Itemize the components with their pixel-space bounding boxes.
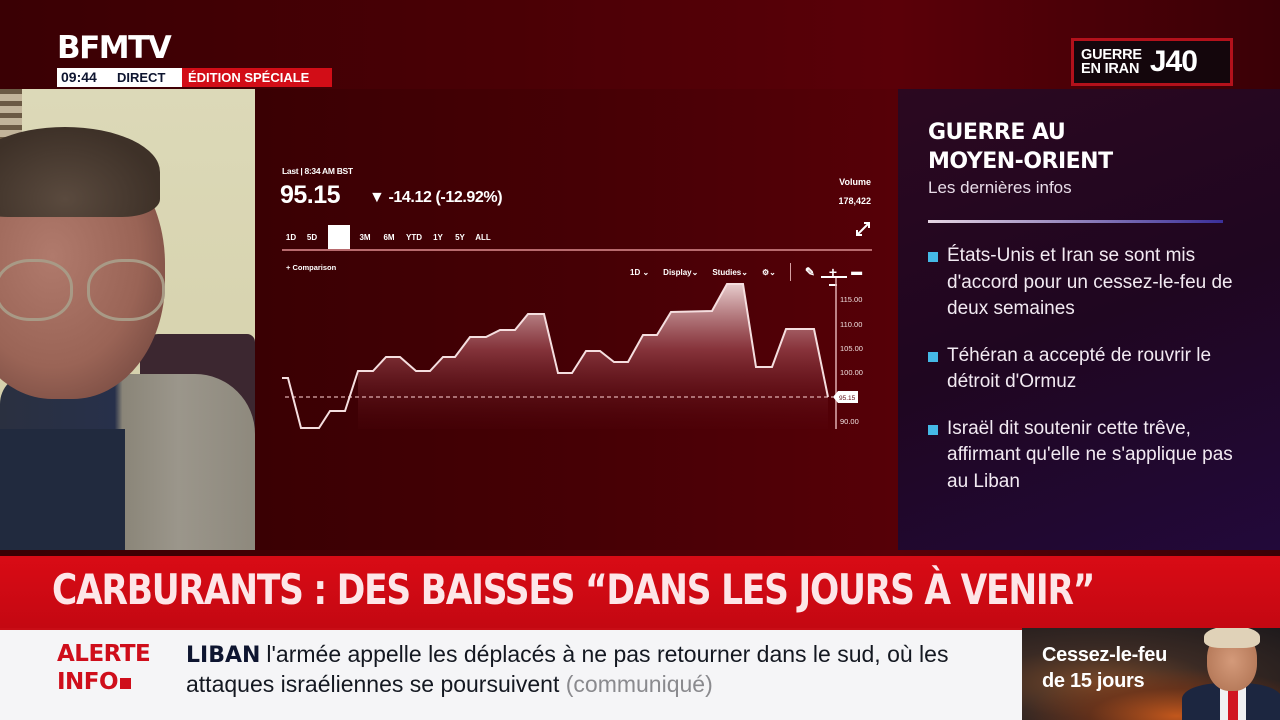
expand-icon[interactable] xyxy=(855,221,871,237)
current-price: 95.15 xyxy=(280,181,341,209)
alert-keyword: LIBAN xyxy=(186,643,261,668)
range-1y[interactable]: 1Y xyxy=(433,232,443,242)
news-bullets: États-Unis et Iran se sont mis d'accord … xyxy=(928,243,1248,515)
alert-message: LIBAN l'armée appelle les déplacés à ne p… xyxy=(186,641,949,697)
headline-text: CARBURANTS : DES BAISSES “DANS LES JOURS… xyxy=(52,565,1095,614)
promo-thumbnail: Cessez-le-feu de 15 jours xyxy=(1022,628,1280,720)
bullet-square-icon xyxy=(928,252,938,262)
price-area-chart: 115.00 110.00 105.00 100.00 90.00 95.15 xyxy=(282,276,863,429)
down-arrow-icon: ▼ xyxy=(369,189,385,206)
bullet-square-icon xyxy=(928,351,938,362)
range-6m[interactable]: 6M xyxy=(383,232,395,242)
war-day-badge: GUERRE EN IRAN J40 xyxy=(1071,38,1233,86)
y-tick: 90.00 xyxy=(840,417,859,426)
svg-text:95.15: 95.15 xyxy=(839,395,856,402)
live-label: DIRECT xyxy=(117,68,182,87)
clock: 09:44 xyxy=(57,68,117,87)
y-tick: 110.00 xyxy=(840,320,862,329)
stock-chart-panel: Last | 8:34 AM BST 95.15 ▼ -14.12 (-12.9… xyxy=(255,89,898,550)
guest-glasses xyxy=(0,259,170,329)
promo-text: Cessez-le-feu de 15 jours xyxy=(1042,644,1168,692)
area-fill xyxy=(358,284,828,429)
alert-ticker: ALERTE INFO LIBAN l'armée appelle les dép… xyxy=(0,628,1022,720)
current-value-tag xyxy=(833,391,858,403)
display-dropdown[interactable]: Display⌄ xyxy=(663,267,699,277)
y-tick: 105.00 xyxy=(840,344,863,353)
range-all[interactable]: ALL xyxy=(475,232,491,242)
headline-band: CARBURANTS : DES BAISSES “DANS LES JOURS… xyxy=(0,556,1280,628)
comparison-button[interactable]: + Comparison xyxy=(286,263,337,272)
range-ytd[interactable]: YTD xyxy=(406,232,422,242)
news-bullet: Israël dit soutenir cette trêve, affirma… xyxy=(928,416,1248,496)
comment-icon[interactable]: ▬ xyxy=(851,266,863,278)
guest-shirt xyxy=(0,429,125,550)
live-bar: 09:44 DIRECT ÉDITION SPÉCIALE xyxy=(57,68,332,87)
alert-info-tag: ALERTE INFO xyxy=(57,641,151,695)
range-5d[interactable]: 5D xyxy=(306,232,318,242)
crosshair-plus-icon[interactable]: + xyxy=(828,264,838,286)
info-divider xyxy=(928,220,1223,223)
last-updated: Last | 8:34 AM BST xyxy=(282,166,353,176)
toolbar-separator xyxy=(789,263,791,281)
edition-label: ÉDITION SPÉCIALE xyxy=(182,68,332,87)
badge-day: J40 xyxy=(1149,45,1198,78)
settings-gear-icon[interactable]: ⚙⌄ xyxy=(761,267,776,277)
alert-source: (communiqué) xyxy=(565,671,713,697)
news-info-panel: GUERRE AU MOYEN-ORIENT Les dernières inf… xyxy=(898,89,1280,550)
studies-dropdown[interactable]: Studies⌄ xyxy=(712,267,748,277)
guest-video-feed xyxy=(0,89,255,550)
range-5y[interactable]: 5Y xyxy=(455,232,465,242)
range-selector: 1D 5D 3M 6M YTD 1Y 5Y ALL xyxy=(282,225,496,249)
range-1d[interactable]: 1D xyxy=(285,232,297,242)
chart-toolbar: 1D ⌄ Display⌄ Studies⌄ ⚙⌄ ✎ + ▬ xyxy=(630,258,862,286)
price-change: ▼ -14.12 (-12.92%) xyxy=(369,189,503,206)
price-line xyxy=(282,283,829,429)
y-tick: 115.00 xyxy=(840,295,862,304)
channel-logo: BFMTV xyxy=(57,30,172,66)
interval-dropdown[interactable]: 1D ⌄ xyxy=(630,267,650,277)
y-tick: 100.00 xyxy=(840,368,863,377)
draw-pencil-icon[interactable]: ✎ xyxy=(804,265,815,279)
guest-hair xyxy=(0,127,160,217)
range-3m[interactable]: 3M xyxy=(359,232,371,242)
info-subtitle: Les dernières infos xyxy=(928,178,1072,197)
news-bullet: Téhéran a accepté de rouvrir le détroit … xyxy=(928,343,1248,396)
volume-value: 178,422 xyxy=(838,196,871,206)
news-bullet: États-Unis et Iran se sont mis d'accord … xyxy=(928,243,1248,323)
info-title: GUERRE AU MOYEN-ORIENT xyxy=(928,120,1113,174)
alert-square-icon xyxy=(120,678,132,689)
badge-label: GUERRE EN IRAN xyxy=(1081,47,1142,77)
bullet-square-icon xyxy=(928,424,938,435)
range-1m-selected[interactable] xyxy=(328,225,350,249)
volume-label: Volume xyxy=(839,177,871,187)
toolbar-divider xyxy=(282,249,872,251)
